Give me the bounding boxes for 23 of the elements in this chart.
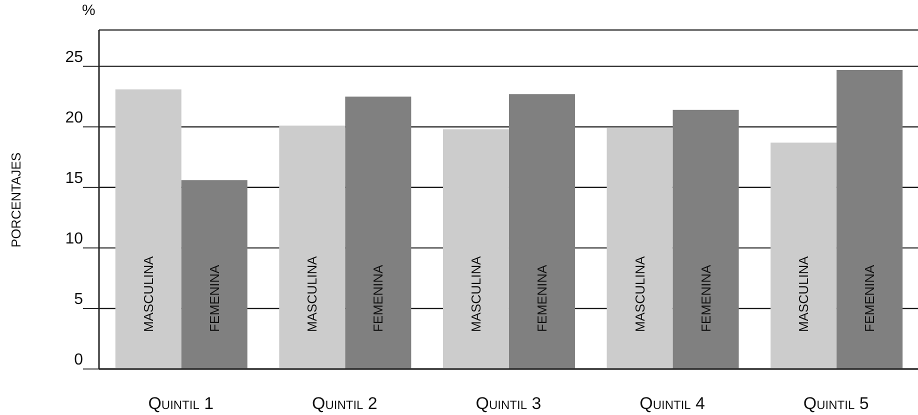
y-tick-label: 5 [74,291,84,308]
y-tick-label: 25 [65,49,84,66]
text: MASCULINA [468,256,484,332]
text: % [82,2,96,19]
y-tick-label: 20 [65,110,84,127]
series-label: FEMENINA [206,264,222,332]
x-tick-label: Quintil 5 [803,394,869,414]
text: FEMENINA [534,264,550,332]
text: MASCULINA [796,256,812,332]
text: MASCULINA [632,256,648,332]
text: FEMENINA [862,264,878,332]
x-tick-label: Quintil 4 [640,394,706,414]
text: FEMENINA [370,264,386,332]
x-tick-label: Quintil 2 [312,394,378,414]
series-label: MASCULINA [140,256,156,332]
x-tick-label: Quintil 3 [476,394,542,414]
y-axis-title: PORCENTAJES [8,152,24,248]
y-tick-label: 10 [65,230,84,248]
y-tick-label: 15 [65,170,84,188]
x-tick-label: Quintil 1 [148,394,214,414]
text: FEMENINA [698,264,714,332]
text: MASCULINA [304,256,320,332]
y-tick-label: 0 [74,352,84,369]
